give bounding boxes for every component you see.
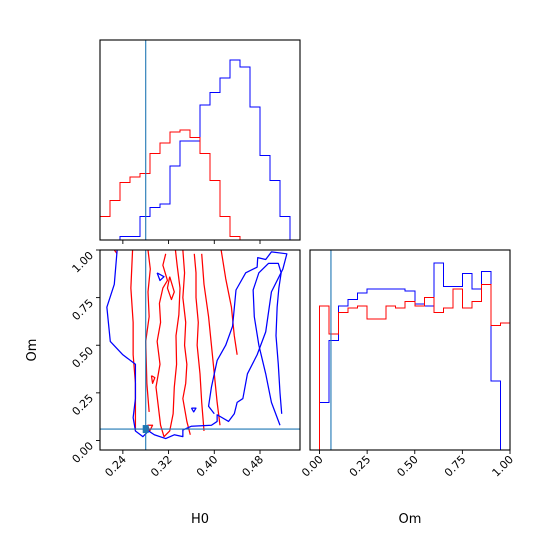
h0-hist-blue-series: [100, 59, 300, 241]
h0-axis-label: H0: [191, 512, 209, 527]
h0-histogram-frame: [99, 39, 301, 241]
contour-blue-3: [190, 407, 197, 413]
om-ytick-label-3: 0.75: [70, 297, 97, 324]
om-ytick-label-2: 0.50: [70, 344, 97, 371]
contour-red-2: [145, 250, 151, 412]
contour-red-6: [201, 253, 221, 426]
h0-tick-label-2: 0.40: [194, 453, 221, 480]
om-tick-label-4: 1.00: [490, 453, 517, 480]
om-ytick-label-4: 1.00: [70, 249, 97, 276]
om-ytick-label-0: 0.00: [70, 439, 97, 466]
contour-blue-2: [156, 272, 165, 282]
om-tick-label-2: 0.50: [394, 453, 421, 480]
contour-red-3: [155, 250, 181, 438]
h0-hist-red-series: [100, 129, 300, 241]
contour-red-5: [193, 253, 205, 431]
om-axis-label: Om: [399, 512, 422, 527]
contour-red-7: [220, 250, 238, 355]
h0-tick-label-0: 0.24: [102, 453, 129, 480]
h0-om-contour-marks: [100, 250, 300, 450]
panel-h0-histogram: [99, 39, 301, 244]
h0-histogram-marks: [100, 40, 300, 241]
om-tick-label-3: 0.75: [442, 453, 469, 480]
contour-red-8: [166, 276, 175, 301]
h0-tick-label-3: 0.48: [240, 453, 267, 480]
om-ytick-label-1: 0.25: [70, 392, 97, 419]
contour-blue-1: [252, 262, 283, 426]
contour-blue-0: [106, 250, 288, 440]
truth-marker: [142, 425, 149, 434]
h0-histogram-ticks: [122, 240, 261, 244]
om-hist-blue-series: [310, 262, 510, 451]
om-histogram-marks: [310, 250, 510, 451]
h0-tick-label-1: 0.32: [148, 453, 175, 480]
h0-om-contour-frame: [99, 249, 301, 451]
om-histogram-frame: [309, 249, 511, 451]
om-histogram-ticks: 0.00 0.25 0.50 0.75 1.00: [299, 450, 516, 479]
contour-red-4: [182, 250, 191, 435]
contour-red-9: [150, 375, 156, 384]
panel-h0-om-contours: 0.24 0.32 0.40 0.48 0.00 0.25 0.50 0.75 1.00: [70, 249, 301, 480]
contour-lines: [100, 250, 300, 450]
om-hist-red-series: [310, 283, 510, 451]
om-tick-label-1: 0.25: [347, 453, 374, 480]
panel-om-histogram: 0.00 0.25 0.50 0.75 1.00: [299, 249, 516, 479]
om-tick-label-0: 0.00: [299, 453, 326, 480]
om-y-axis-label: Om: [25, 339, 40, 362]
